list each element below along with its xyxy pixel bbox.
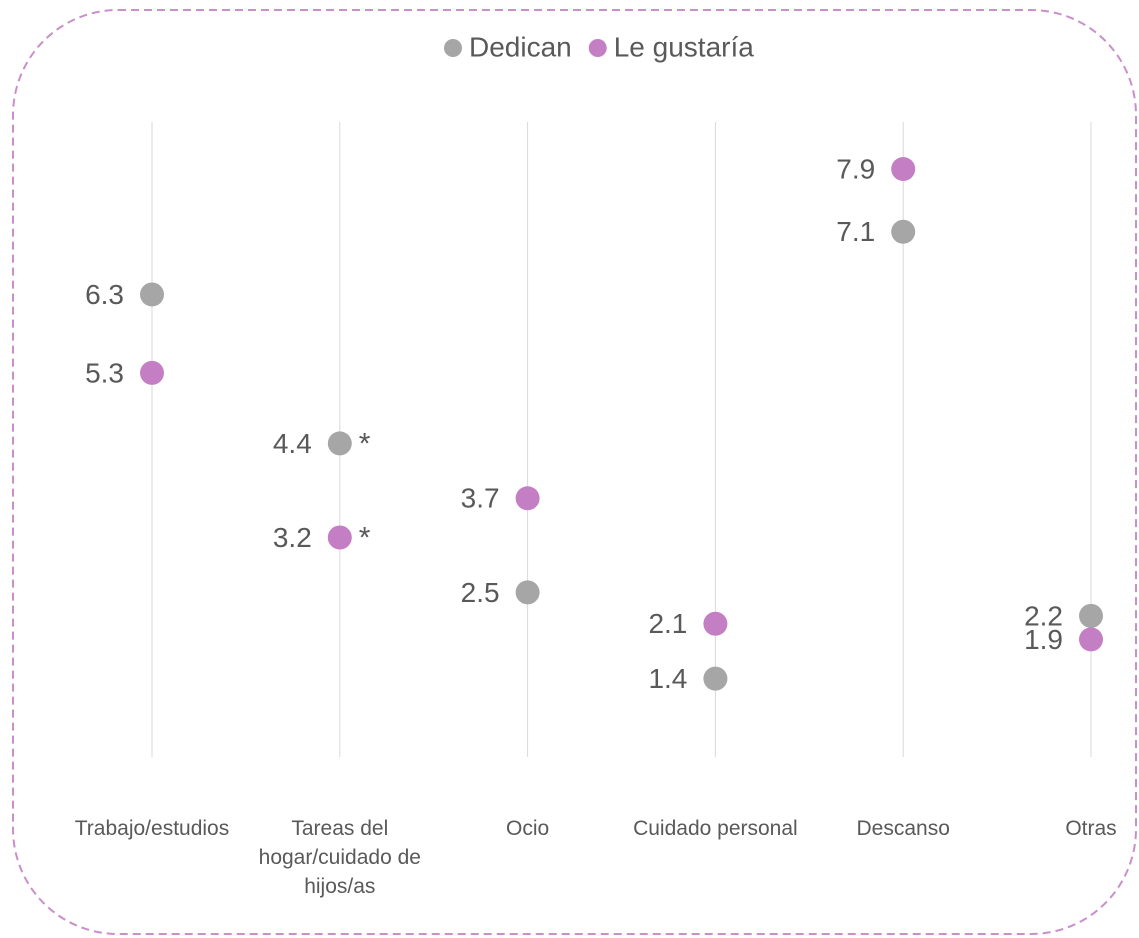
dot [327,525,352,550]
value-label: 2.5 [461,577,500,608]
legend-marker [444,39,462,57]
dot [1079,603,1103,628]
frame [12,9,1137,935]
value-label: 2.1 [648,608,687,639]
dot [891,157,916,182]
legend-marker [588,39,607,57]
category-label: Ocio [506,817,550,840]
category-label: Cuidado personal [633,817,798,840]
value-label: 7.9 [836,153,875,184]
value-label: 1.9 [1024,624,1063,655]
category-label: Tareas del hogar/cuidado de hijos/as [258,817,421,898]
dot [703,611,728,636]
value-label: 5.3 [85,357,124,388]
value-label: 6.3 [85,279,124,310]
dot [891,219,916,244]
value-label: 4.4 [273,428,312,459]
category-label: Trabajo/estudios [74,817,230,840]
category-label: Descanso [856,817,950,840]
legend-label: Le gustaría [614,31,755,62]
dot [1079,627,1103,652]
value-label: 3.2 [273,522,312,553]
legend-label: Dedican [469,31,572,62]
annotation: * [359,427,371,460]
dot [327,431,352,456]
value-label: 7.1 [836,216,875,247]
dot [140,360,164,385]
annotation: * [359,521,371,554]
value-label: 3.7 [461,483,500,514]
value-label: 1.4 [648,663,687,694]
category-label: Otras [1065,817,1117,840]
value-label: 2.2 [1024,600,1063,631]
dot [515,486,540,511]
dot [140,282,164,307]
dot [515,580,540,605]
dot [703,666,728,691]
